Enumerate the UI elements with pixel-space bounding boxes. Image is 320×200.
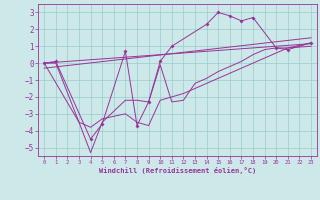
X-axis label: Windchill (Refroidissement éolien,°C): Windchill (Refroidissement éolien,°C) xyxy=(99,167,256,174)
